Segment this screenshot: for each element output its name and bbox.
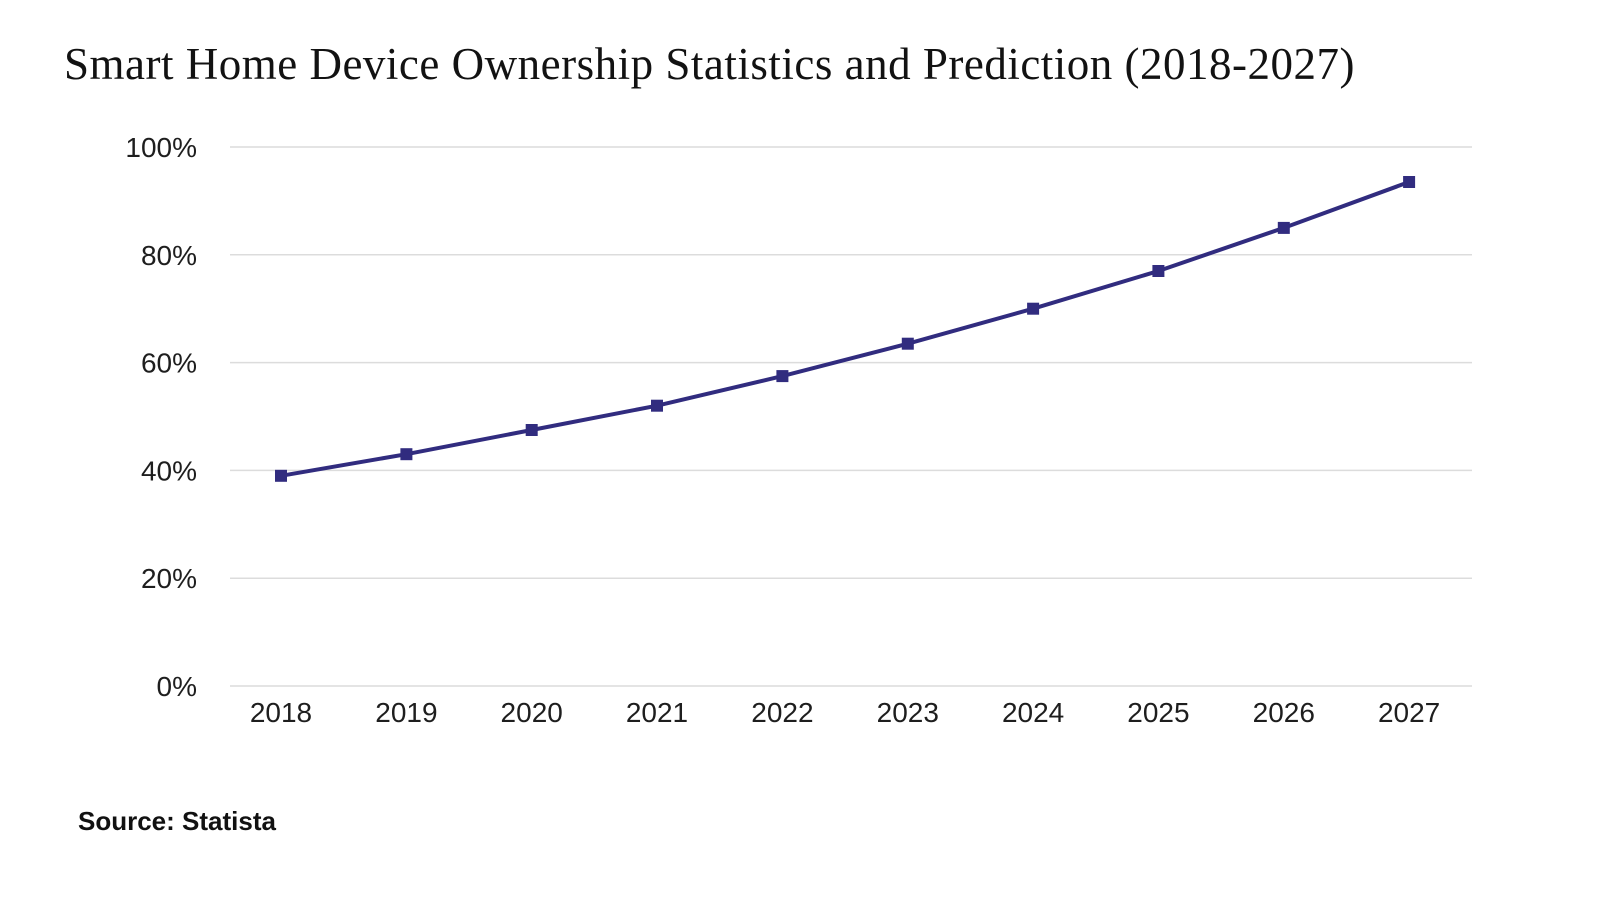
data-point-marker-2027 xyxy=(1403,176,1416,188)
data-point-marker-2025 xyxy=(1152,265,1165,277)
data-point-marker-2021 xyxy=(651,399,663,412)
x-axis-tick-label: 2018 xyxy=(250,697,312,728)
y-axis-tick-label: 20% xyxy=(141,563,197,594)
y-axis-tick-label: 100% xyxy=(125,132,197,163)
y-axis-tick-label: 80% xyxy=(141,240,197,271)
x-axis-tick-label: 2022 xyxy=(751,697,813,728)
x-axis-tick-label: 2027 xyxy=(1378,697,1440,728)
y-axis-tick-label: 40% xyxy=(141,455,197,486)
x-axis-tick-label: 2021 xyxy=(626,697,688,728)
data-point-marker-2019 xyxy=(400,448,413,461)
x-axis-tick-label: 2023 xyxy=(877,697,939,728)
chart-title: Smart Home Device Ownership Statistics a… xyxy=(64,39,1356,89)
data-point-marker-2022 xyxy=(776,370,789,383)
x-axis-tick-label: 2019 xyxy=(375,697,437,728)
x-axis-tick-label: 2020 xyxy=(501,697,563,728)
data-point-marker-2020 xyxy=(525,424,538,436)
y-axis-tick-label: 60% xyxy=(141,348,197,379)
y-axis-tick-label: 0% xyxy=(157,671,197,702)
data-point-marker-2024 xyxy=(1027,302,1040,315)
data-point-marker-2023 xyxy=(901,337,914,350)
x-axis-tick-label: 2026 xyxy=(1253,697,1315,728)
data-point-marker-2026 xyxy=(1277,221,1290,234)
x-axis-tick-label: 2025 xyxy=(1127,697,1189,728)
series-line xyxy=(280,180,1410,478)
source-attribution: Source: Statista xyxy=(78,806,276,836)
data-point-marker-2018 xyxy=(275,469,287,482)
x-axis-tick-label: 2024 xyxy=(1002,697,1064,728)
